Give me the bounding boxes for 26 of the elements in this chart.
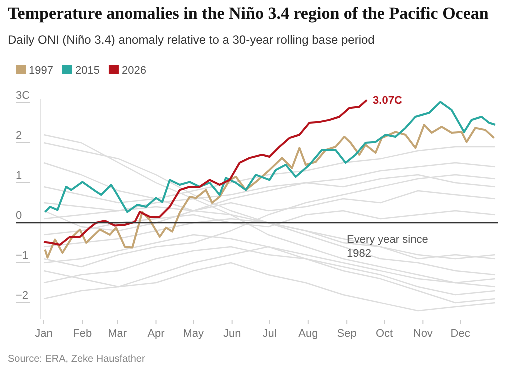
chart-title: Temperature anomalies in the Niño 3.4 region of the Pacific Ocean <box>8 4 490 23</box>
x-tick-label: May <box>183 328 205 340</box>
y-tick-label: 1 <box>16 170 22 182</box>
x-tick-label: Oct <box>376 328 394 340</box>
y-tick-label: −2 <box>16 290 29 302</box>
y-tick-label: 3C <box>16 90 30 102</box>
x-tick-label: Nov <box>413 328 434 340</box>
x-tick-label: Aug <box>298 328 318 340</box>
x-tick-label: Jan <box>35 328 53 340</box>
legend-label: 2015 <box>75 65 100 77</box>
x-tick-label: Feb <box>73 328 92 340</box>
y-tick-label: 2 <box>16 130 22 142</box>
x-tick-label: Jun <box>223 328 242 340</box>
y-tick-label: 0 <box>16 210 22 222</box>
legend-label: 2026 <box>122 65 146 77</box>
chart-subtitle: Daily ONI (Niño 3.4) anomaly relative to a 30-year rolling base period <box>8 33 375 47</box>
annotation: 3.07C <box>373 95 402 108</box>
y-tick-label: −1 <box>16 250 29 262</box>
annotation: Every year since 1982 <box>347 234 428 260</box>
x-tick-label: Jul <box>262 328 277 340</box>
source-note: Source: ERA, Zeke Hausfather <box>8 354 146 365</box>
x-tick-label: Mar <box>108 328 128 340</box>
x-tick-label: Dec <box>450 328 471 340</box>
legend-label: 1997 <box>29 65 54 77</box>
x-tick-label: Sep <box>337 328 357 340</box>
x-tick-label: Apr <box>148 328 166 340</box>
